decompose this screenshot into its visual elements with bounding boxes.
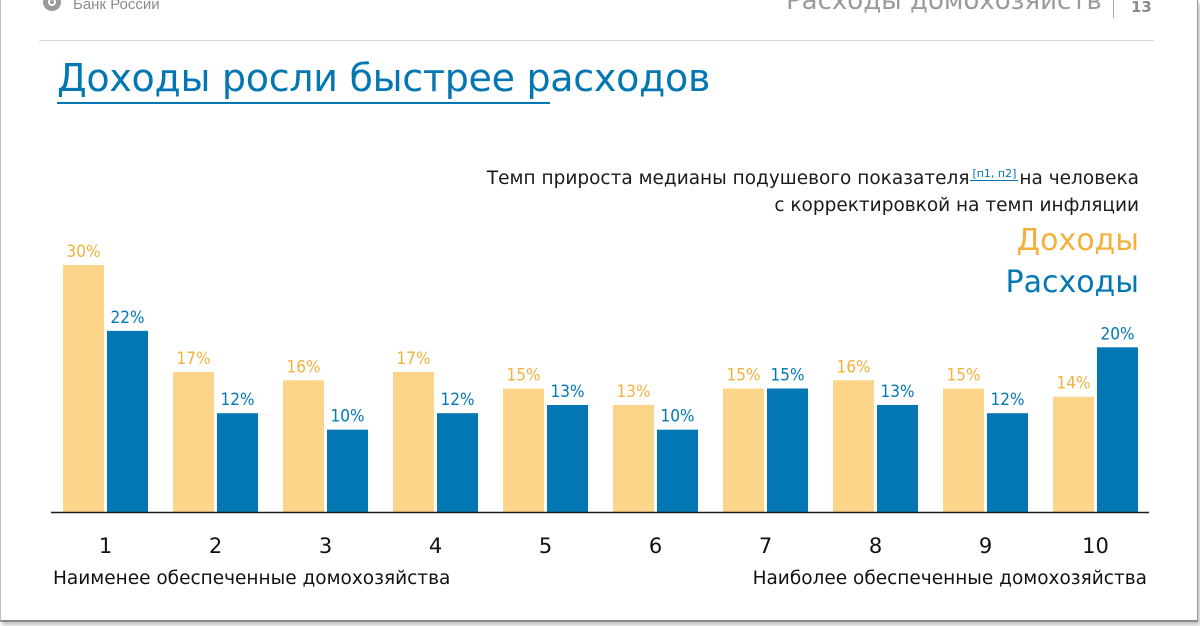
expense-value-label-7: 15% (771, 366, 805, 386)
income-value-label-5: 15% (507, 366, 541, 386)
expense-value-label-2: 12% (221, 390, 255, 410)
expense-bar-3 (327, 429, 368, 512)
chart-legend: Доходы Расходы (1005, 220, 1139, 304)
expense-value-label-3: 10% (331, 407, 365, 427)
income-bar-5 (503, 388, 544, 512)
income-bar-4 (393, 372, 434, 512)
income-bar-8 (833, 380, 874, 512)
section-title: Расходы домохозяйств (786, 0, 1102, 16)
legend-income: Доходы (1016, 223, 1139, 258)
expense-bar-2 (217, 413, 258, 512)
expense-bar-9 (987, 413, 1028, 512)
income-bar-6 (613, 404, 654, 512)
subtitle-line2: с корректировкой на темп инфляции (774, 195, 1139, 216)
subtitle-line1-post: на человека (1019, 168, 1139, 189)
header-divider (39, 40, 1154, 41)
reference-link[interactable]: [п1, п2] (970, 167, 1019, 181)
bank-logo: Банк России (39, 0, 160, 14)
expense-value-label-10: 20% (1101, 324, 1135, 344)
income-bar-7 (723, 388, 764, 512)
logo-text: Банк России (73, 0, 160, 13)
expense-bar-7 (767, 388, 808, 512)
title-underline (57, 102, 550, 104)
x-tick-label-6: 6 (649, 534, 662, 558)
income-bar-3 (283, 380, 324, 512)
income-bar-10 (1053, 396, 1094, 512)
expense-bar-1 (107, 330, 148, 512)
income-bar-2 (173, 372, 214, 512)
chart-subtitle: Темп прироста медианы подушевого показат… (487, 166, 1139, 218)
footer-least-provided: Наименее обеспеченные домохозяйства (53, 568, 451, 589)
legend-expenses: Расходы (1005, 265, 1139, 300)
income-bar-1 (63, 265, 104, 512)
income-value-label-10: 14% (1057, 374, 1091, 394)
x-tick-label-4: 4 (429, 534, 442, 558)
header-separator (1113, 0, 1114, 18)
expense-bar-10 (1097, 347, 1138, 512)
expense-value-label-9: 12% (991, 390, 1025, 410)
expense-value-label-6: 10% (661, 407, 695, 427)
x-tick-label-1: 1 (99, 534, 112, 558)
expense-value-label-1: 22% (111, 308, 145, 328)
x-tick-label-3: 3 (319, 534, 332, 558)
eagle-emblem-icon (43, 0, 61, 11)
income-value-label-8: 16% (837, 357, 871, 377)
expense-value-label-4: 12% (441, 390, 475, 410)
expense-value-label-5: 13% (551, 382, 585, 402)
x-tick-label-10: 10 (1082, 534, 1109, 558)
expense-bar-8 (877, 404, 918, 512)
income-value-label-7: 15% (727, 366, 761, 386)
income-bar-9 (943, 388, 984, 512)
income-value-label-1: 30% (67, 242, 101, 262)
expense-bar-4 (437, 413, 478, 512)
x-tick-label-2: 2 (209, 534, 222, 558)
footer-most-provided: Наиболее обеспеченные домохозяйства (752, 568, 1147, 589)
x-tick-label-9: 9 (979, 534, 992, 558)
slide-title: Доходы росли быстрее расходов (57, 56, 711, 100)
income-value-label-9: 15% (947, 366, 981, 386)
expense-bar-6 (657, 429, 698, 512)
income-value-label-2: 17% (177, 349, 211, 369)
expense-bar-5 (547, 404, 588, 512)
page-number: 13 (1131, 0, 1152, 16)
x-tick-label-8: 8 (869, 534, 882, 558)
x-tick-label-7: 7 (759, 534, 772, 558)
subtitle-line1-pre: Темп прироста медианы подушевого показат… (486, 168, 970, 189)
income-value-label-4: 17% (397, 349, 431, 369)
income-value-label-3: 16% (287, 357, 321, 377)
x-tick-label-5: 5 (539, 534, 552, 558)
income-value-label-6: 13% (617, 382, 651, 402)
expense-value-label-8: 13% (881, 382, 915, 402)
